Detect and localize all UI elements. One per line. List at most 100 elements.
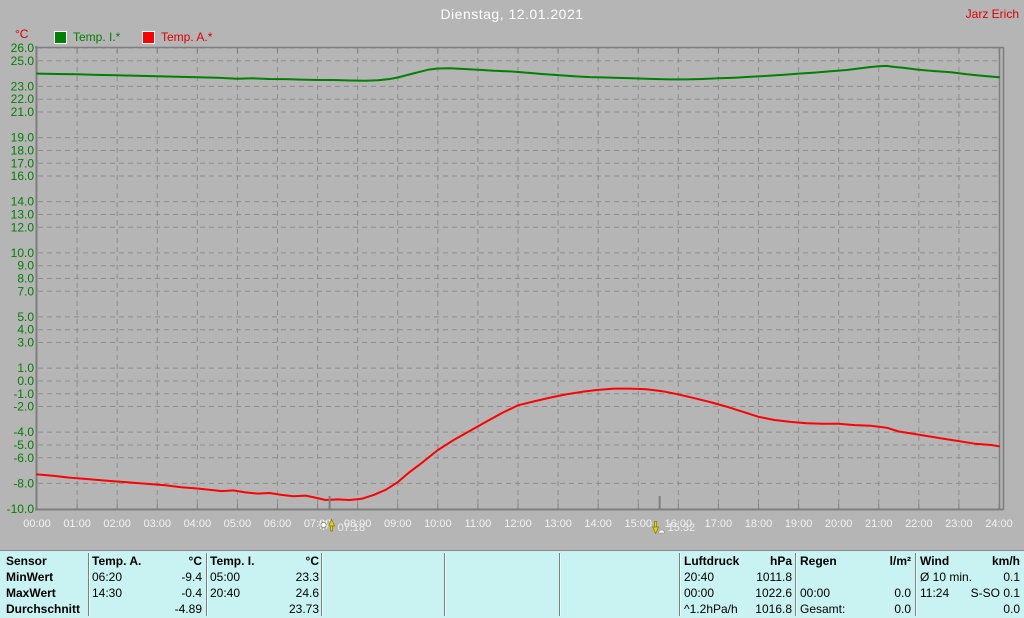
stats-section-unit: hPa bbox=[769, 554, 792, 568]
stats-value-row: ^1.2hPa/h 1016.8 bbox=[684, 601, 792, 617]
x-axis-tick-label: 19:00 bbox=[785, 518, 813, 530]
stats-value-row: -4.89 bbox=[92, 601, 202, 617]
x-axis-tick-label: 02:00 bbox=[103, 518, 131, 530]
x-axis-tick-label: 23:00 bbox=[945, 518, 973, 530]
stats-section-unit: °C bbox=[188, 554, 202, 568]
x-axis-tick-label: 24:00 bbox=[985, 518, 1013, 530]
temp-a-line bbox=[36, 387, 1000, 501]
temp-i-line bbox=[36, 64, 1000, 82]
y-axis-tick-label: -2.0 bbox=[13, 400, 34, 414]
stats-time-cell: 14:30 bbox=[92, 586, 123, 600]
stats-row-label-text: MaxWert bbox=[6, 586, 56, 600]
x-axis-tick-label: 20:00 bbox=[825, 518, 853, 530]
stats-column-divider bbox=[206, 553, 207, 616]
stats-row-label: Durchschnitt bbox=[6, 601, 84, 617]
stats-value-cell: -0.4 bbox=[181, 586, 202, 600]
x-axis-tick-label: 10:00 bbox=[424, 518, 452, 530]
stats-section-header: Regen l/m² bbox=[800, 553, 911, 569]
station-name: Jarz Erich bbox=[965, 7, 1019, 21]
stats-value-row: 00:00 1022.6 bbox=[684, 585, 792, 601]
stats-value-row: 20:40 24.6 bbox=[210, 585, 319, 601]
x-axis-tick-label: 14:00 bbox=[584, 518, 612, 530]
stats-value-cell: 23.73 bbox=[288, 602, 319, 616]
stats-table: Sensor MinWert MaxWert Durchschnitt Temp. A.… bbox=[0, 550, 1024, 618]
stats-section-header: Temp. I. °C bbox=[210, 553, 319, 569]
sunset-icon bbox=[658, 529, 665, 534]
x-axis-tick-label: 18:00 bbox=[745, 518, 773, 530]
y-axis-unit-label: °C bbox=[15, 27, 29, 41]
y-axis-tick-label: 18.0 bbox=[11, 143, 35, 157]
x-axis-tick-label: 03:00 bbox=[143, 518, 171, 530]
stats-section-title: Regen bbox=[800, 554, 837, 568]
y-axis-tick-label: 9.0 bbox=[17, 259, 34, 273]
stats-value-row: Gesamt: 0.0 bbox=[800, 601, 911, 617]
x-axis-tick-label: 15:00 bbox=[624, 518, 652, 530]
x-axis-tick-label: 04:00 bbox=[184, 518, 212, 530]
sunrise-icon-ray bbox=[325, 527, 328, 529]
x-axis-tick-label: 16:00 bbox=[665, 518, 693, 530]
stats-row-label: Sensor bbox=[6, 553, 84, 569]
stats-value-cell: -9.4 bbox=[181, 570, 202, 584]
y-axis-tick-label: 14.0 bbox=[11, 195, 35, 209]
stats-section-temp-i: Temp. I. °C 05:00 23.3 20:40 24.6 23.73 bbox=[210, 553, 319, 617]
y-axis-tick-label: 13.0 bbox=[11, 207, 35, 221]
y-axis-tick-label: 1.0 bbox=[17, 361, 34, 375]
legend-item-temp-a: Temp. A.* bbox=[142, 30, 212, 44]
y-axis-tick-label: 17.0 bbox=[11, 156, 35, 170]
y-axis-tick-label: -6.0 bbox=[13, 451, 34, 465]
stats-time-cell: 20:40 bbox=[210, 586, 241, 600]
stats-value-row: 14:30 -0.4 bbox=[92, 585, 202, 601]
x-axis-tick-label: 09:00 bbox=[384, 518, 412, 530]
stats-section-regen: Regen l/m² 00:00 0.0 Gesamt: 0.0 bbox=[800, 553, 911, 617]
stats-value-row bbox=[800, 569, 911, 585]
x-axis-tick-label: 01:00 bbox=[63, 518, 91, 530]
y-axis-tick-label: 16.0 bbox=[11, 169, 35, 183]
y-axis-tick-label: 0.0 bbox=[17, 374, 34, 388]
stats-section-title: Temp. I. bbox=[210, 554, 255, 568]
y-axis-tick-label: 22.0 bbox=[11, 92, 35, 106]
y-axis-tick-label: 23.0 bbox=[11, 79, 35, 93]
stats-section-luftdruck: Luftdruck hPa 20:40 1011.8 00:00 1022.6 ^1.2hP… bbox=[684, 553, 792, 617]
stats-value-cell: 24.6 bbox=[295, 586, 319, 600]
stats-time-cell: 00:00 bbox=[684, 586, 715, 600]
y-axis-tick-label: 10.0 bbox=[11, 246, 35, 260]
stats-section-wind: Wind km/h Ø 10 min. 0.1 11:24 S-SO 0.1 0.0 bbox=[920, 553, 1020, 617]
stats-column-divider bbox=[321, 553, 322, 616]
stats-section-temp-a: Temp. A. °C 06:20 -9.4 14:30 -0.4 -4.89 bbox=[92, 553, 202, 617]
stats-section-title: Luftdruck bbox=[684, 554, 740, 568]
y-axis-tick-label: 26.0 bbox=[11, 41, 35, 55]
sunrise-icon bbox=[320, 522, 327, 528]
page-title: Dienstag, 12.01.2021 bbox=[440, 6, 584, 22]
stats-section-unit: °C bbox=[305, 554, 319, 568]
y-axis-tick-label: -1.0 bbox=[13, 387, 34, 401]
y-axis-tick-label: -4.0 bbox=[13, 425, 34, 439]
stats-value-row: 06:20 -9.4 bbox=[92, 569, 202, 585]
stats-value-row: Ø 10 min. 0.1 bbox=[920, 569, 1020, 585]
stats-row-label: MinWert bbox=[6, 569, 84, 585]
x-axis-tick-label: 21:00 bbox=[865, 518, 893, 530]
y-axis-tick-label: 19.0 bbox=[11, 131, 35, 145]
sunrise-arrow-icon bbox=[328, 518, 336, 532]
stats-section-unit: km/h bbox=[991, 554, 1020, 568]
stats-value-cell: 0.0 bbox=[1003, 602, 1020, 616]
y-axis-tick-label: 3.0 bbox=[17, 336, 34, 350]
stats-section-header: Luftdruck hPa bbox=[684, 553, 792, 569]
legend-label-temp-a: Temp. A.* bbox=[161, 30, 213, 44]
stats-column-divider bbox=[444, 553, 445, 616]
stats-value-cell: 0.1 bbox=[1003, 570, 1020, 584]
x-axis-tick-label: 06:00 bbox=[264, 518, 292, 530]
sunrise-icon-ray bbox=[325, 521, 328, 523]
stats-value-row: 23.73 bbox=[210, 601, 319, 617]
stats-section-title: Temp. A. bbox=[92, 554, 142, 568]
y-axis-tick-label: -8.0 bbox=[13, 476, 34, 490]
stats-time-cell: 05:00 bbox=[210, 570, 241, 584]
y-axis-tick-label: 7.0 bbox=[17, 284, 34, 298]
stats-column-divider bbox=[679, 553, 680, 616]
stats-row-label-text: Durchschnitt bbox=[6, 602, 81, 616]
temperature-chart: 26.025.0 23.022.021.0 19.018.017.016.0 14.0… bbox=[7, 41, 1013, 535]
stats-value-cell: 0.0 bbox=[894, 586, 911, 600]
x-axis-tick-label: 13:00 bbox=[544, 518, 572, 530]
sunset-arrow-icon bbox=[652, 521, 660, 535]
stats-section-header: Temp. A. °C bbox=[92, 553, 202, 569]
